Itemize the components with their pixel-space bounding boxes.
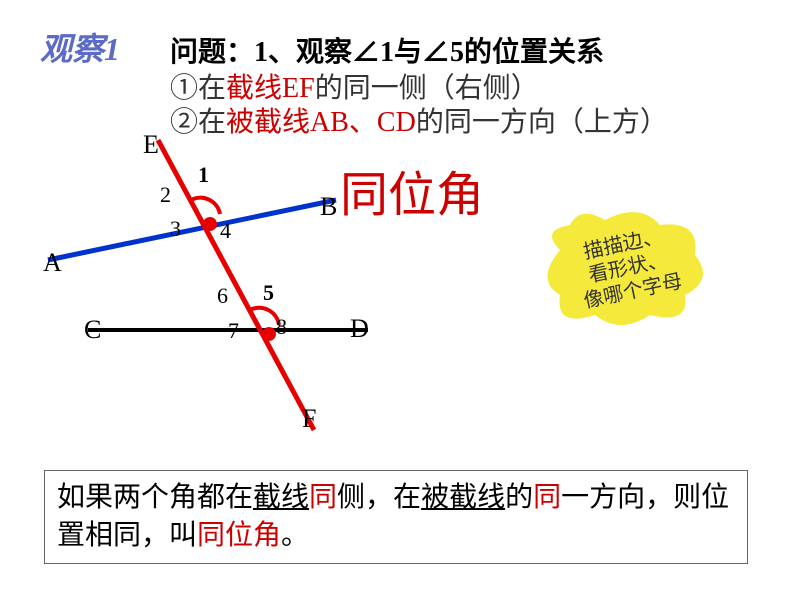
section-title: 观察1 xyxy=(40,24,120,70)
angle-2: 2 xyxy=(160,182,171,208)
angle-diagram xyxy=(20,120,420,440)
c-t3: 同 xyxy=(309,482,337,513)
c-t2: 截线 xyxy=(253,482,309,513)
c-t4: 侧，在 xyxy=(337,482,421,513)
c-t9: 同位角 xyxy=(197,520,281,551)
c-t1: 如果两个角都在 xyxy=(57,482,253,513)
angle-4: 4 xyxy=(220,218,231,244)
label-E: E xyxy=(143,130,159,160)
conclusion-box: 如果两个角都在截线同侧，在被截线的同一方向，则位置相同，叫同位角。 xyxy=(44,470,748,564)
label-C: C xyxy=(84,315,101,345)
angle-8: 8 xyxy=(276,314,287,340)
angle-5: 5 xyxy=(263,280,274,306)
callout-text: 描描边、 看形状、 像哪个字母 xyxy=(552,218,704,318)
c-t6: 的 xyxy=(505,482,533,513)
c-t7: 同 xyxy=(533,482,561,513)
p2-suffix: 的同一方向（上方） xyxy=(416,107,668,138)
angle-1: 1 xyxy=(198,162,209,188)
angle-3: 3 xyxy=(170,216,181,242)
angle-7: 7 xyxy=(228,318,239,344)
c-t10: 。 xyxy=(281,520,309,551)
label-F: F xyxy=(302,404,316,434)
label-D: D xyxy=(350,314,369,344)
label-B: B xyxy=(320,192,337,222)
c-t5: 被截线 xyxy=(421,482,505,513)
label-A: A xyxy=(43,248,62,278)
angle-6: 6 xyxy=(217,283,228,309)
question-text: 问题：1、观察∠1与∠5的位置关系 xyxy=(170,30,604,70)
